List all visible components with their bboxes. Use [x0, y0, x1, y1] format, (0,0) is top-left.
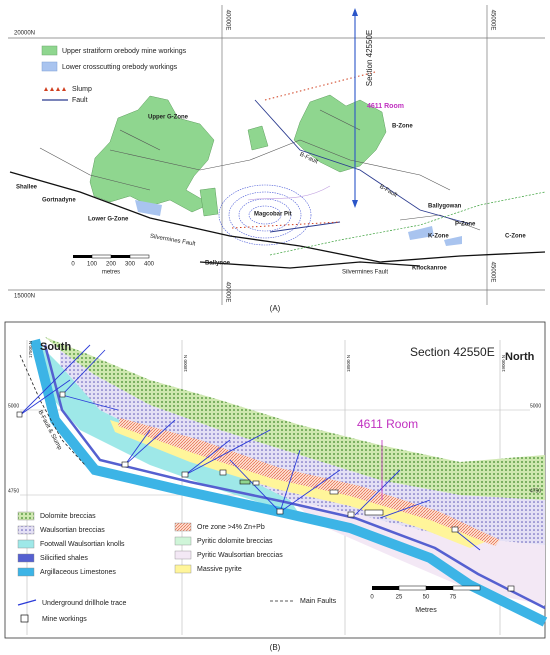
scale-label: 200: [106, 262, 117, 268]
waulsortian-breccias: [60, 350, 545, 545]
elevation-label: 4750: [530, 488, 541, 494]
grid-label: 40000E: [224, 282, 230, 303]
place-label: Knockanroe: [412, 266, 447, 272]
scale-label: 75: [450, 595, 457, 601]
place-label: Lower G-Zone: [88, 217, 129, 223]
section-label: Section 42550E: [365, 30, 374, 87]
grid-label: 45000E: [489, 10, 495, 31]
place-label: P-Zone: [455, 222, 476, 228]
legend-swatches: [17, 511, 192, 577]
workings: [199, 187, 219, 217]
legend-label: Mine workings: [42, 616, 87, 623]
caption: (A): [270, 304, 281, 313]
elevation-label: 5000: [530, 403, 541, 409]
scale-unit: Metres: [415, 607, 437, 614]
south-label: South: [40, 341, 71, 353]
slump: [264, 71, 376, 101]
place-label: Ballygowan: [428, 204, 462, 210]
contact: [269, 191, 546, 256]
caption: (B): [270, 643, 281, 652]
workings: [247, 125, 269, 151]
elevation-label: 5000: [8, 403, 19, 409]
workings-lower: [135, 200, 162, 216]
room-label: 4611 Room: [357, 417, 418, 431]
legend-drill: [17, 599, 37, 606]
legend-label: Silicified shales: [40, 555, 88, 562]
place-label: Shallee: [16, 185, 38, 191]
legend-label: Slump: [72, 86, 92, 93]
scale-label: 100: [87, 262, 98, 268]
scale-bar: [73, 254, 150, 259]
legend-label: Main Faults: [300, 598, 337, 605]
workings-lower: [444, 236, 462, 246]
legend-label: Fault: [72, 97, 88, 104]
north-label: North: [505, 351, 535, 363]
magcobar-pit: [218, 184, 312, 246]
legend-swatch: [41, 61, 58, 72]
northing-label: 18500 N: [346, 355, 351, 372]
scale-unit: metres: [102, 270, 120, 276]
scale-label: 25: [396, 595, 403, 601]
scale-label: 0: [71, 262, 75, 268]
elevation-label: 4750: [8, 488, 19, 494]
northing-label: 19000 N: [501, 355, 506, 372]
scale-label: 50: [423, 595, 430, 601]
place-label: K-Zone: [428, 234, 449, 240]
legend-label: Lower crosscutting orebody workings: [62, 64, 178, 71]
room-label: 4611 Room: [367, 103, 404, 110]
pit-outline: [247, 185, 331, 201]
fault: [254, 99, 471, 233]
panel-a: 20000N 15000N 40000E 45000E 40000E 45000…: [8, 5, 546, 313]
slump: [231, 221, 341, 229]
legend-label: Ore zone >4% Zn+Pb: [197, 524, 265, 531]
northing-label: 17500 N: [28, 341, 33, 358]
grid-label: 15000N: [14, 294, 35, 300]
mine-lines: [39, 109, 481, 231]
legend-label: Upper stratiform orebody mine workings: [62, 48, 187, 55]
scale-label: 300: [125, 262, 136, 268]
panel-b: South North Section 42550E 4611 Room 500…: [4, 321, 548, 639]
place-label: Silvermines Fault: [342, 270, 388, 276]
ore-zone: [118, 418, 500, 546]
workings-g-zone: [89, 95, 215, 213]
grid-label: 45000E: [489, 262, 495, 283]
legend-slump: [44, 87, 66, 91]
legend-label: Dolomite breccias: [40, 513, 96, 520]
main-fault: [19, 354, 86, 466]
legend-label: Waulsortian breccias: [40, 527, 105, 534]
place-label: B-Zone: [392, 124, 413, 130]
place-label: Gortnadyne: [42, 198, 76, 204]
place-label: Magcobar Pit: [254, 212, 292, 218]
place-label: Ballynoe: [205, 261, 231, 267]
grid-label: 40000E: [224, 10, 230, 31]
place-label: Upper G-Zone: [148, 115, 189, 121]
scale-label: 0: [370, 595, 374, 601]
scale-label: 400: [144, 262, 155, 268]
drillholes: [19, 344, 481, 551]
silicified-shales: [43, 344, 546, 610]
dolomite-breccias: [45, 337, 545, 500]
legend-label: Pyritic Waulsortian breccias: [197, 552, 283, 559]
place-label: Silvermines Fault: [149, 234, 196, 248]
place-label: B-Fault: [378, 184, 398, 199]
legend-label: Underground drillhole trace: [42, 600, 127, 607]
section-title: Section 42550E: [410, 345, 495, 359]
legend-label: Massive pyrite: [197, 566, 242, 573]
fault: [9, 171, 546, 269]
legend-label: Pyritic dolomite breccias: [197, 538, 273, 545]
scale-bar: [372, 585, 481, 591]
legend-working: [20, 614, 29, 623]
mine-workings: [16, 391, 515, 592]
legend-label: Footwall Waulsortian knolls: [40, 541, 125, 548]
legend-label: Argillaceous Limestones: [40, 569, 116, 576]
place-label: C-Zone: [505, 234, 526, 240]
workings-lower: [408, 226, 434, 240]
northing-label: 18000 N: [183, 355, 188, 372]
legend-swatch: [41, 45, 58, 56]
grid-label: 20000N: [14, 31, 35, 37]
